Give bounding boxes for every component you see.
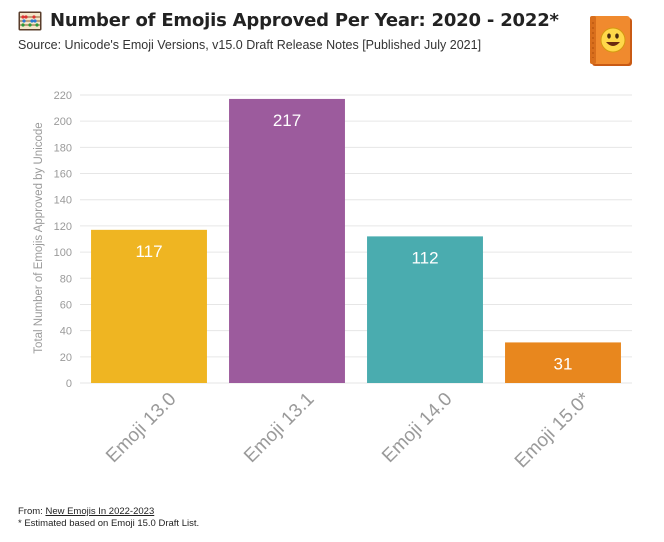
y-tick-label: 0 bbox=[66, 378, 72, 390]
source-link[interactable]: New Emojis In 2022-2023 bbox=[45, 506, 155, 517]
bar bbox=[229, 98, 345, 383]
y-tick-label: 120 bbox=[54, 221, 72, 233]
footer-note: * Estimated based on Emoji 15.0 Draft Li… bbox=[18, 518, 200, 529]
x-axis-ticks: Emoji 13.0 Emoji 13.1 Emoji 14.0 Emoji 15.0… bbox=[102, 388, 595, 472]
footer: From: New Emojis In 2022-2023 * Estimate… bbox=[18, 506, 199, 530]
y-tick-label: 220 bbox=[54, 90, 72, 102]
y-tick-label: 140 bbox=[54, 195, 72, 207]
y-tick-label: 160 bbox=[54, 169, 72, 181]
chart-title: Number of Emojis Approved Per Year: 2020… bbox=[50, 10, 559, 31]
x-tick-label: Emoji 14.0 bbox=[378, 389, 456, 467]
y-tick-label: 100 bbox=[54, 247, 72, 259]
bars bbox=[91, 98, 621, 383]
y-tick-label: 40 bbox=[60, 326, 72, 338]
y-axis-label: Total Number of Emojis Approved by Unico… bbox=[33, 122, 45, 353]
chart-subtitle: Source: Unicode's Emoji Versions, v15.0 … bbox=[18, 38, 482, 52]
bar-value-label: 31 bbox=[554, 354, 573, 373]
x-tick-label: Emoji 13.1 bbox=[240, 389, 318, 467]
y-axis-ticks: 0 20 40 60 80 100 120 140 160 180 200 220 bbox=[54, 90, 72, 390]
footer-source: From: New Emojis In 2022-2023 bbox=[18, 506, 199, 518]
y-tick-label: 200 bbox=[54, 116, 72, 128]
bar-value-label: 117 bbox=[135, 242, 162, 261]
chart-header: Number of Emojis Approved Per Year: 2020… bbox=[18, 10, 578, 52]
title-row: Number of Emojis Approved Per Year: 2020… bbox=[18, 10, 578, 31]
y-tick-label: 80 bbox=[60, 273, 72, 285]
y-tick-label: 60 bbox=[60, 299, 72, 311]
bar bbox=[91, 229, 207, 383]
gridlines bbox=[80, 94, 632, 384]
bar bbox=[505, 342, 621, 383]
x-tick-label: Emoji 15.0* bbox=[511, 388, 595, 472]
x-tick-label: Emoji 13.0 bbox=[102, 389, 180, 467]
bar bbox=[367, 236, 483, 383]
emoji-book-icon bbox=[584, 14, 636, 70]
abacus-icon bbox=[18, 11, 42, 31]
y-tick-label: 20 bbox=[60, 352, 72, 364]
data-labels: 117 217 112 31 bbox=[135, 111, 572, 373]
bar-value-label: 112 bbox=[411, 248, 438, 267]
bar-value-label: 217 bbox=[273, 111, 301, 130]
footer-from-label: From: bbox=[18, 506, 46, 517]
y-tick-label: 180 bbox=[54, 142, 72, 154]
